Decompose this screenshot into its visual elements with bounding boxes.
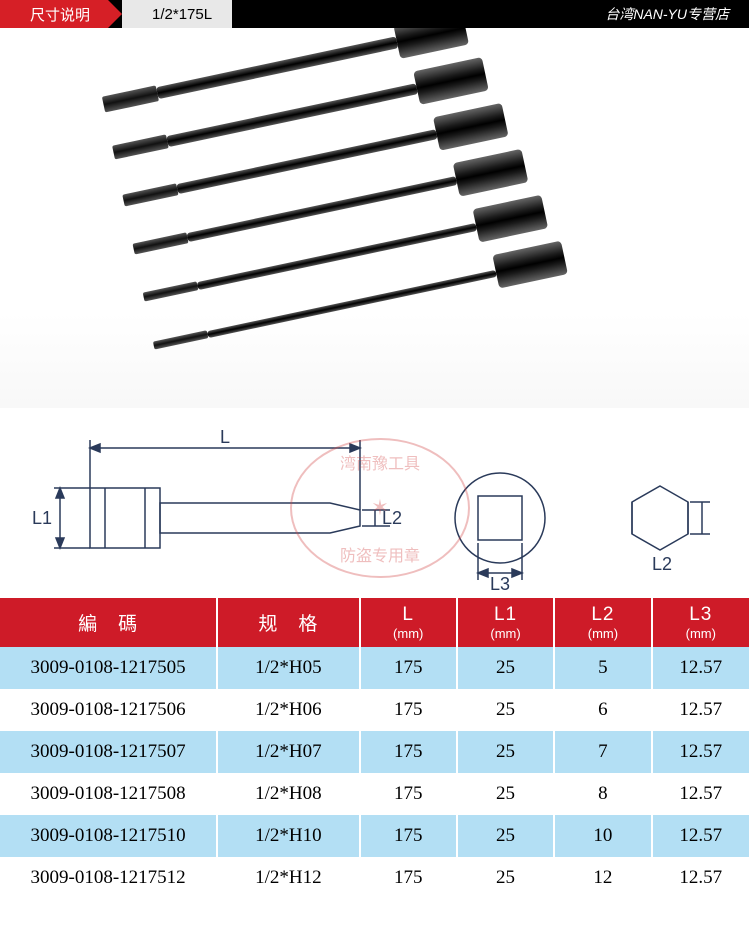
cell-spec: 1/2*H10 [217,815,359,857]
cell-L2: 7 [554,731,651,773]
table-row: 3009-0108-12175071/2*H0717525712.57 [0,731,749,773]
table-row: 3009-0108-12175121/2*H12175251212.57 [0,857,749,899]
diagram-label-L: L [220,427,230,447]
diagram-label-L2-side: L2 [382,508,402,528]
diagram-label-L2-hex: L2 [652,554,672,574]
table-row: 3009-0108-12175061/2*H0617525612.57 [0,689,749,731]
cell-L: 175 [360,857,457,899]
cell-L3: 12.57 [652,731,749,773]
cell-L1: 25 [457,857,554,899]
diagram-svg: L L1 L2 L3 L2 [30,428,730,588]
cell-L1: 25 [457,647,554,689]
cell-code: 3009-0108-1217507 [0,731,217,773]
cell-L: 175 [360,815,457,857]
cell-L: 175 [360,689,457,731]
table-header-row: 編 碼 规 格 L(mm) L1(mm) L2(mm) L3(mm) [0,598,749,647]
cell-L1: 25 [457,731,554,773]
header-size: 1/2*175L [122,0,232,28]
cell-L2: 12 [554,857,651,899]
cell-L3: 12.57 [652,689,749,731]
th-L1: L1(mm) [457,598,554,647]
product-image-area [0,28,749,408]
header-bar: 尺寸说明 1/2*175L 台湾NAN-YU专营店 [0,0,749,28]
cell-spec: 1/2*H07 [217,731,359,773]
cell-code: 3009-0108-1217506 [0,689,217,731]
cell-L3: 12.57 [652,857,749,899]
cell-L3: 12.57 [652,647,749,689]
cell-spec: 1/2*H06 [217,689,359,731]
table-row: 3009-0108-12175101/2*H10175251012.57 [0,815,749,857]
th-L2: L2(mm) [554,598,651,647]
cell-code: 3009-0108-1217510 [0,815,217,857]
cell-L2: 10 [554,815,651,857]
header-spacer [232,0,605,28]
cell-L3: 12.57 [652,815,749,857]
cell-L2: 6 [554,689,651,731]
spec-table: 編 碼 规 格 L(mm) L1(mm) L2(mm) L3(mm) 3009-… [0,598,749,899]
cell-L: 175 [360,647,457,689]
cell-spec: 1/2*H12 [217,857,359,899]
cell-L1: 25 [457,773,554,815]
th-code: 編 碼 [0,598,217,647]
table-row: 3009-0108-12175051/2*H0517525512.57 [0,647,749,689]
cell-L: 175 [360,773,457,815]
cell-L: 175 [360,731,457,773]
cell-code: 3009-0108-1217512 [0,857,217,899]
header-shop: 台湾NAN-YU专营店 [605,0,749,28]
cell-L3: 12.57 [652,773,749,815]
cell-spec: 1/2*H08 [217,773,359,815]
diagram-label-L3: L3 [490,574,510,594]
th-L3: L3(mm) [652,598,749,647]
cell-code: 3009-0108-1217508 [0,773,217,815]
diagram-label-L1: L1 [32,508,52,528]
table-row: 3009-0108-12175081/2*H0817525812.57 [0,773,749,815]
header-tab: 尺寸说明 [0,0,108,28]
cell-L2: 5 [554,647,651,689]
cell-L1: 25 [457,815,554,857]
th-spec: 规 格 [217,598,359,647]
cell-L2: 8 [554,773,651,815]
cell-code: 3009-0108-1217505 [0,647,217,689]
cell-L1: 25 [457,689,554,731]
cell-spec: 1/2*H05 [217,647,359,689]
dimension-diagram: L L1 L2 L3 L2 湾南豫工具 ✶ 防盗专用章 [0,408,749,598]
th-L: L(mm) [360,598,457,647]
